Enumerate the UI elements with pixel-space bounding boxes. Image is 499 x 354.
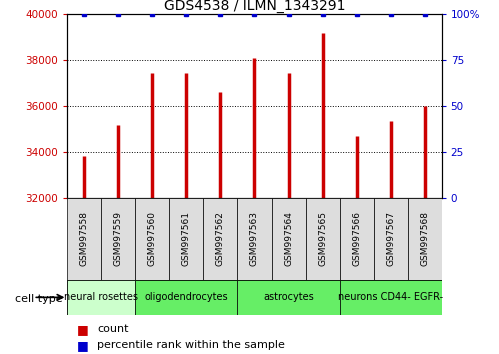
Bar <box>271 198 305 280</box>
Bar <box>170 198 204 280</box>
Bar <box>204 198 238 280</box>
Bar <box>67 280 135 315</box>
Text: GSM997564: GSM997564 <box>284 211 293 267</box>
Text: GSM997566: GSM997566 <box>352 211 361 267</box>
Text: ■: ■ <box>77 339 89 352</box>
Text: astrocytes: astrocytes <box>263 292 314 302</box>
Text: count: count <box>97 324 129 334</box>
Text: neural rosettes: neural rosettes <box>64 292 138 302</box>
Bar <box>374 198 408 280</box>
Text: percentile rank within the sample: percentile rank within the sample <box>97 340 285 350</box>
Text: GSM997560: GSM997560 <box>148 211 157 267</box>
Title: GDS4538 / ILMN_1343291: GDS4538 / ILMN_1343291 <box>164 0 345 13</box>
Text: GSM997559: GSM997559 <box>114 211 123 267</box>
Text: GSM997567: GSM997567 <box>386 211 395 267</box>
Text: GSM997563: GSM997563 <box>250 211 259 267</box>
Text: GSM997562: GSM997562 <box>216 211 225 267</box>
Bar <box>305 198 339 280</box>
Bar <box>238 280 339 315</box>
Text: cell type: cell type <box>15 294 62 304</box>
Text: neurons CD44- EGFR-: neurons CD44- EGFR- <box>338 292 443 302</box>
Bar <box>339 280 442 315</box>
Bar <box>67 198 101 280</box>
Bar <box>101 198 135 280</box>
Text: GSM997561: GSM997561 <box>182 211 191 267</box>
Bar <box>408 198 442 280</box>
Text: ■: ■ <box>77 323 89 336</box>
Bar <box>135 198 170 280</box>
Text: GSM997558: GSM997558 <box>80 211 89 267</box>
Bar <box>339 198 374 280</box>
Bar <box>135 280 238 315</box>
Text: GSM997568: GSM997568 <box>420 211 429 267</box>
Text: oligodendrocytes: oligodendrocytes <box>145 292 228 302</box>
Text: GSM997565: GSM997565 <box>318 211 327 267</box>
Bar <box>238 198 271 280</box>
